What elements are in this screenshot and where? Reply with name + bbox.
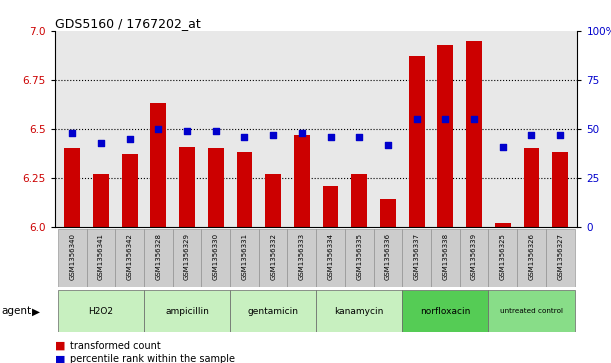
Text: norfloxacin: norfloxacin <box>420 307 470 316</box>
Bar <box>459 229 488 287</box>
Text: H2O2: H2O2 <box>89 307 114 316</box>
Text: GSM1356325: GSM1356325 <box>500 233 506 280</box>
Text: kanamycin: kanamycin <box>335 307 384 316</box>
Point <box>555 132 565 138</box>
Bar <box>316 229 345 287</box>
Bar <box>236 152 252 227</box>
Point <box>412 116 422 122</box>
Bar <box>488 229 517 287</box>
Text: agent: agent <box>1 306 31 316</box>
Bar <box>524 148 540 227</box>
Bar <box>115 229 144 287</box>
Text: GSM1356336: GSM1356336 <box>385 233 391 280</box>
Text: percentile rank within the sample: percentile rank within the sample <box>70 354 235 363</box>
Text: ■: ■ <box>55 354 65 363</box>
Point <box>96 140 106 146</box>
Text: untreated control: untreated control <box>500 308 563 314</box>
Text: GSM1356327: GSM1356327 <box>557 233 563 280</box>
Bar <box>64 148 80 227</box>
Bar <box>230 290 316 332</box>
Text: ▶: ▶ <box>32 306 40 316</box>
Bar <box>552 152 568 227</box>
Bar <box>202 229 230 287</box>
Point <box>182 128 192 134</box>
Bar <box>351 174 367 227</box>
Bar <box>409 56 425 227</box>
Point <box>498 144 508 150</box>
Bar <box>265 174 281 227</box>
Bar <box>150 103 166 227</box>
Text: GSM1356337: GSM1356337 <box>414 233 420 280</box>
Bar <box>208 148 224 227</box>
Text: GSM1356340: GSM1356340 <box>69 233 75 280</box>
Bar <box>144 229 173 287</box>
Bar <box>495 223 511 227</box>
Bar <box>488 290 574 332</box>
Bar <box>517 229 546 287</box>
Bar <box>230 229 259 287</box>
Point <box>297 130 307 136</box>
Bar <box>259 229 288 287</box>
Point <box>240 134 249 140</box>
Text: GSM1356338: GSM1356338 <box>442 233 448 280</box>
Text: GSM1356339: GSM1356339 <box>471 233 477 280</box>
Bar <box>122 154 137 227</box>
Bar <box>345 229 373 287</box>
Bar <box>323 186 338 227</box>
Bar <box>402 229 431 287</box>
Point <box>268 132 278 138</box>
Bar <box>380 199 396 227</box>
Text: transformed count: transformed count <box>70 340 161 351</box>
Text: GSM1356332: GSM1356332 <box>270 233 276 280</box>
Text: GSM1356328: GSM1356328 <box>155 233 161 280</box>
Point <box>153 126 163 132</box>
Bar <box>437 45 453 227</box>
Bar <box>288 229 316 287</box>
Text: GSM1356335: GSM1356335 <box>356 233 362 280</box>
Bar <box>179 147 195 227</box>
Point <box>67 130 77 136</box>
Point <box>354 134 364 140</box>
Point <box>441 116 450 122</box>
Text: GSM1356334: GSM1356334 <box>327 233 334 280</box>
Bar <box>466 41 482 227</box>
Bar <box>546 229 574 287</box>
Bar <box>294 135 310 227</box>
Text: GSM1356329: GSM1356329 <box>184 233 190 280</box>
Point <box>383 142 393 147</box>
Bar <box>402 290 488 332</box>
Text: GSM1356331: GSM1356331 <box>241 233 247 280</box>
Text: GSM1356330: GSM1356330 <box>213 233 219 280</box>
Bar <box>93 174 109 227</box>
Point <box>125 136 134 142</box>
Bar <box>316 290 402 332</box>
Point <box>527 132 536 138</box>
Text: GSM1356341: GSM1356341 <box>98 233 104 280</box>
Text: GDS5160 / 1767202_at: GDS5160 / 1767202_at <box>55 17 201 30</box>
Point <box>211 128 221 134</box>
Point <box>326 134 335 140</box>
Text: GSM1356333: GSM1356333 <box>299 233 305 280</box>
Text: ampicillin: ampicillin <box>165 307 209 316</box>
Text: gentamicin: gentamicin <box>247 307 299 316</box>
Bar <box>431 229 459 287</box>
Bar <box>87 229 115 287</box>
Bar <box>58 229 87 287</box>
Bar <box>144 290 230 332</box>
Text: GSM1356342: GSM1356342 <box>126 233 133 280</box>
Bar <box>173 229 202 287</box>
Bar <box>58 290 144 332</box>
Text: ■: ■ <box>55 340 65 351</box>
Bar <box>373 229 402 287</box>
Point <box>469 116 479 122</box>
Text: GSM1356326: GSM1356326 <box>529 233 535 280</box>
